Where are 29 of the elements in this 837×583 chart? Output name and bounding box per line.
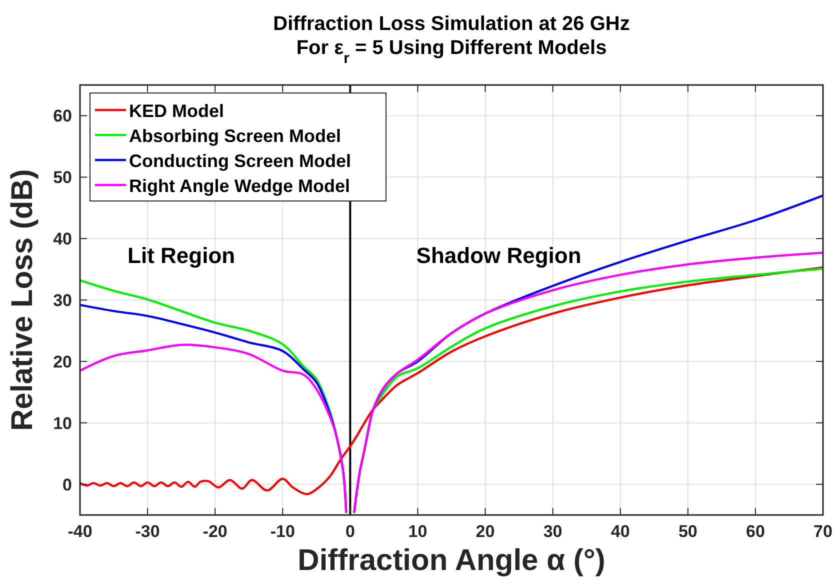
y-tick-label: 30 <box>53 291 72 310</box>
x-tick-label: 0 <box>345 522 355 541</box>
y-tick-label: 0 <box>62 475 72 494</box>
x-tick-label: -40 <box>68 522 92 541</box>
annotation: Shadow Region <box>416 243 582 268</box>
x-tick-label: -30 <box>135 522 160 541</box>
y-tick-label: 60 <box>53 106 72 126</box>
chart-subtitle: For ε$_{r}$ = 5 Using Different Models <box>296 37 607 66</box>
chart-title: Diffraction Loss Simulation at 26 GHz <box>273 13 630 35</box>
x-tick-label: 10 <box>408 522 428 541</box>
legend-label: Right Angle Wedge Model <box>129 176 350 196</box>
y-tick-label: 10 <box>53 414 72 433</box>
legend-label: Absorbing Screen Model <box>129 126 342 146</box>
x-tick-label: 40 <box>610 522 630 541</box>
x-axis-title: Diffraction Angle α (°) <box>298 544 606 577</box>
x-tick-label: 60 <box>746 522 765 541</box>
legend-label: Conducting Screen Model <box>129 151 352 171</box>
x-tick-label: -10 <box>270 522 295 541</box>
x-tick-label: 70 <box>814 522 832 541</box>
x-tick-label: 30 <box>543 522 562 541</box>
y-tick-label: 40 <box>53 230 72 249</box>
x-tick-label: 50 <box>678 522 698 541</box>
annotation: Lit Region <box>128 243 236 268</box>
legend-label: KED Model <box>129 101 224 121</box>
y-axis-title: Relative Loss (dB) <box>6 169 39 431</box>
y-tick-label: 20 <box>53 352 72 372</box>
x-tick-label: 20 <box>476 522 495 541</box>
y-tick-label: 50 <box>53 168 72 188</box>
x-tick-label: -20 <box>202 522 228 541</box>
